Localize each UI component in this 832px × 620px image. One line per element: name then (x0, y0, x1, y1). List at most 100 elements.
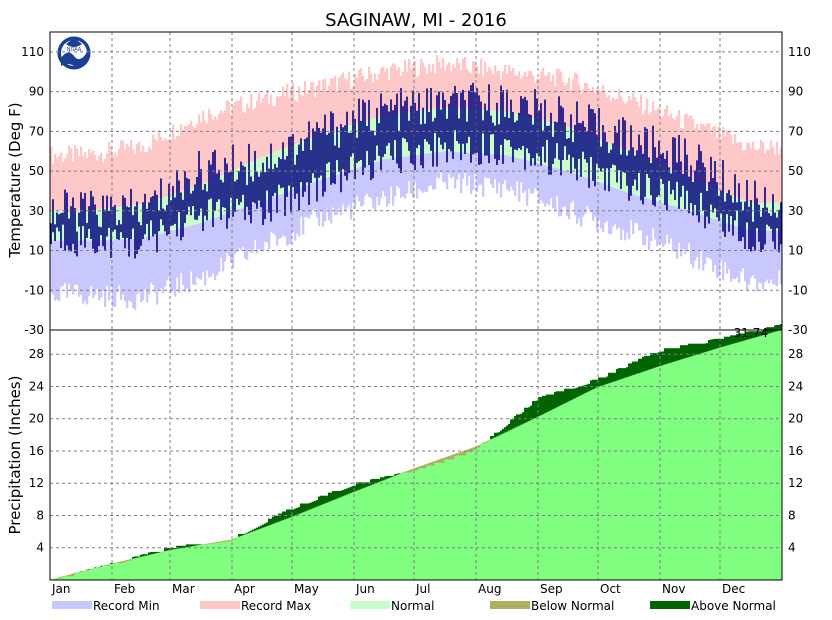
record-max-bar (270, 94, 273, 154)
precip-normal-bar (240, 535, 243, 580)
record-min-bar (586, 177, 589, 206)
record-max-bar (378, 73, 381, 117)
precip-below-bar (426, 463, 429, 466)
precip-above-bar (726, 336, 729, 346)
actual-temp-bar (392, 110, 394, 160)
precip-normal-bar (102, 565, 105, 580)
record-max-bar (366, 78, 369, 121)
month-tick-label: Feb (114, 582, 135, 596)
record-min-bar (186, 226, 189, 289)
precip-normal-bar (560, 405, 563, 580)
precip-below-bar (230, 539, 233, 541)
actual-temp-bar (264, 172, 266, 220)
actual-temp-bar (502, 90, 504, 164)
actual-temp-bar (602, 125, 604, 169)
actual-temp-bar (476, 88, 478, 153)
precip-above-bar (696, 343, 699, 355)
actual-temp-bar (564, 122, 566, 147)
precip-normal-bar (198, 545, 201, 580)
precip-normal-bar (474, 446, 477, 580)
precip-normal-bar (662, 365, 665, 580)
record-max-bar (466, 68, 469, 109)
actual-temp-bar (466, 121, 468, 144)
precip-above-bar (542, 395, 545, 415)
precip-tick-right: 28 (788, 347, 803, 361)
record-max-bar (160, 137, 163, 199)
actual-temp-bar (72, 197, 74, 244)
precip-normal-bar (170, 549, 173, 580)
precip-above-bar (246, 532, 249, 534)
precip-normal-bar (708, 350, 711, 580)
precip-above-bar (362, 482, 365, 489)
precip-normal-bar (142, 556, 145, 580)
record-max-bar (690, 115, 693, 180)
precip-above-bar (252, 529, 255, 532)
precip-normal-bar (740, 341, 743, 580)
actual-temp-bar (708, 181, 710, 224)
actual-temp-bar (386, 105, 388, 146)
precip-normal-bar (426, 463, 429, 580)
temp-tick-right: 90 (788, 85, 803, 99)
precip-above-bar (282, 511, 285, 521)
precip-normal-bar (682, 358, 685, 580)
record-max-bar (272, 106, 275, 153)
record-min-bar (90, 240, 93, 287)
precip-normal-bar (360, 488, 363, 580)
actual-temp-bar (364, 102, 366, 168)
precip-below-bar (414, 468, 417, 471)
record-max-bar (580, 93, 583, 133)
precip-normal-bar (626, 377, 629, 580)
record-min-bar (174, 229, 177, 297)
record-max-bar (656, 109, 659, 164)
precip-normal-bar (524, 422, 527, 580)
precip-above-bar (572, 388, 575, 400)
precip-normal-bar (118, 561, 121, 580)
record-min-bar (390, 158, 393, 187)
precip-normal-bar (646, 370, 649, 580)
precip-above-bar (248, 531, 251, 533)
record-max-bar (184, 126, 187, 191)
record-max-bar (708, 123, 711, 187)
actual-temp-bar (286, 156, 288, 197)
precip-above-bar (708, 339, 711, 351)
precip-above-bar (538, 397, 541, 417)
precip-above-bar (242, 533, 245, 536)
precip-above-bar (606, 376, 609, 384)
record-max-bar (126, 143, 129, 207)
actual-temp-bar (572, 142, 574, 158)
record-min-bar (578, 175, 581, 219)
record-max-bar (84, 151, 87, 211)
precip-below-bar (228, 540, 231, 542)
actual-temp-bar (200, 169, 202, 209)
record-min-bar (476, 153, 479, 193)
actual-temp-bar (632, 147, 634, 186)
month-tick-label: Oct (600, 582, 621, 596)
record-min-bar (150, 235, 153, 284)
precip-below-bar (130, 559, 133, 561)
precip-above-bar (548, 394, 551, 412)
record-min-bar (86, 240, 89, 305)
precip-normal-bar (342, 496, 345, 580)
precip-normal-bar (534, 418, 537, 580)
record-max-bar (514, 74, 517, 114)
record-max-bar (248, 107, 251, 164)
precip-normal-bar (760, 335, 763, 580)
actual-temp-bar (362, 99, 364, 175)
record-max-bar (540, 71, 543, 121)
grid-lines (49, 32, 782, 580)
precip-below-bar (214, 542, 217, 544)
precip-above-bar (154, 551, 157, 554)
precip-above-bar (276, 515, 279, 523)
precip-normal-bar (686, 357, 689, 580)
actual-temp-bar (300, 138, 302, 183)
precip-above-bar (194, 544, 197, 546)
record-min-bar (322, 179, 325, 227)
record-max-bar (134, 153, 137, 206)
actual-temp-bar (414, 102, 416, 170)
record-max-bar (208, 108, 211, 182)
record-min-bar (748, 230, 751, 285)
record-min-bar (378, 160, 381, 206)
record-max-bar (552, 74, 555, 124)
record-max-bar (450, 71, 453, 108)
precip-normal-bar (766, 334, 769, 580)
